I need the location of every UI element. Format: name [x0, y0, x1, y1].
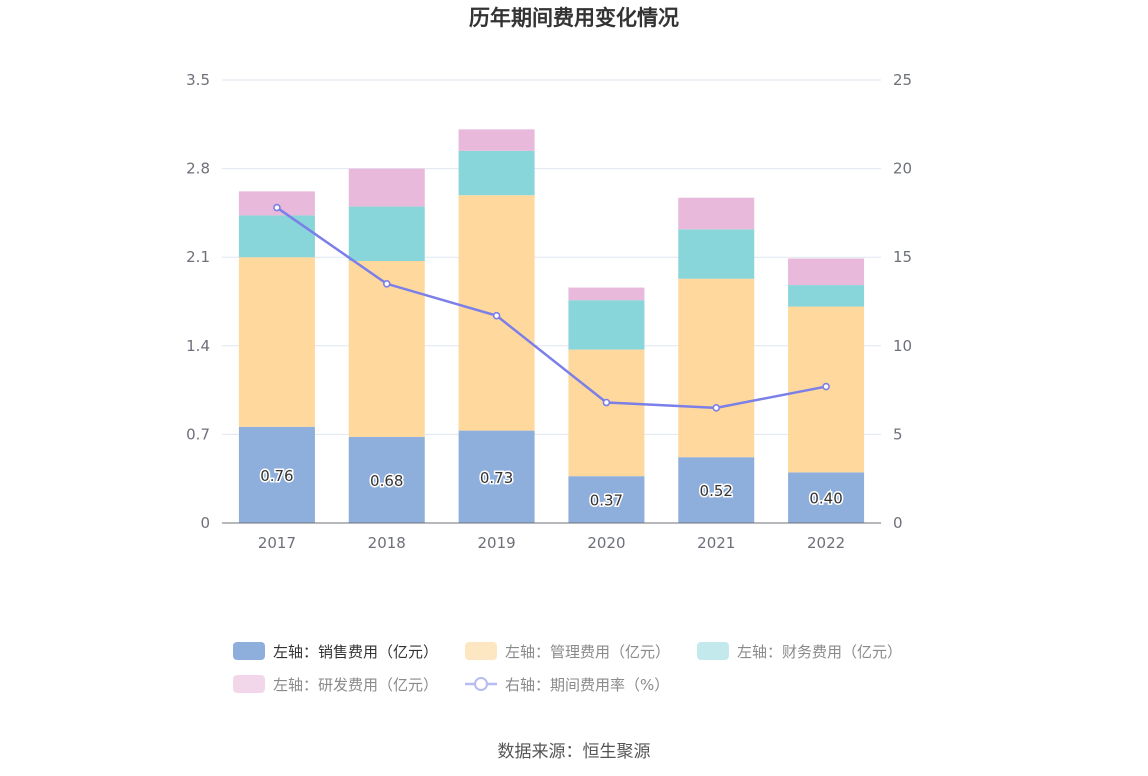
bar-segment: [458, 129, 535, 151]
rate-point: [822, 382, 830, 391]
bar-value-label: 0.76: [260, 467, 293, 485]
y-left-tick-label: 2.1: [186, 248, 210, 266]
bar-segment: [678, 278, 755, 458]
bar-segment: [678, 457, 755, 523]
y-right-tick-label: 20: [893, 160, 912, 178]
bar-segment: [788, 285, 865, 307]
bar-segment: [238, 215, 315, 258]
rate-point: [273, 203, 281, 212]
bar-segment: [568, 476, 645, 523]
bar-value-label: 0.73: [480, 469, 513, 487]
y-right-tick-label: 10: [893, 337, 912, 355]
y-right-tick-label: 5: [893, 425, 903, 443]
y-right-tick-label: 25: [893, 71, 912, 89]
legend-label: 左轴：研发费用（亿元）: [273, 676, 438, 694]
bar-segment: [348, 206, 425, 261]
y-right-tick-label: 0: [893, 514, 903, 532]
bar-value-label: 0.40: [809, 490, 842, 508]
rate-line: [276, 206, 827, 410]
legend-label: 左轴：管理费用（亿元）: [505, 643, 670, 661]
bar-segment: [458, 150, 535, 196]
bar-segment: [348, 436, 425, 523]
x-tick-label: 2020: [587, 534, 625, 552]
x-tick-label: 2021: [697, 534, 735, 552]
rate-point: [492, 311, 501, 320]
rate-line-series: [273, 203, 830, 412]
bar-segment: [678, 197, 755, 230]
rate-point: [712, 404, 721, 412]
y-left-tick-label: 3.5: [186, 71, 210, 89]
bar-value-label: 0.52: [700, 482, 733, 500]
bar-segment: [238, 426, 315, 523]
bar-segment: [568, 300, 645, 350]
legend-swatch: [697, 642, 729, 660]
bar-segment: [568, 287, 645, 301]
x-tick-label: 2017: [258, 534, 296, 552]
bar-segment: [348, 168, 425, 207]
bar-segment: [458, 430, 535, 523]
legend-point-swatch: [474, 677, 488, 691]
y-left-tick-label: 1.4: [186, 337, 210, 355]
y-left-tick-label: 0: [200, 514, 210, 532]
bars: [238, 129, 865, 523]
bar-value-label: 0.68: [370, 472, 403, 490]
legend: 左轴：销售费用（亿元） 左轴：管理费用（亿元） 左轴：财务费用（亿元） 左轴：研发费用…: [233, 642, 902, 694]
bar-segment: [678, 229, 755, 279]
bar-segment: [238, 257, 315, 427]
legend-swatch: [233, 675, 265, 693]
bar-segment: [238, 191, 315, 216]
legend-label: 左轴：财务费用（亿元）: [737, 643, 902, 661]
bar-value-label: 0.37: [590, 492, 623, 510]
y-left-tick-label: 2.8: [186, 160, 210, 178]
y-right-tick-label: 15: [893, 248, 912, 266]
grid-lines: [222, 79, 881, 435]
x-tick-label: 2019: [477, 534, 515, 552]
bar-segment: [788, 258, 865, 286]
source-note: 数据来源：恒生聚源: [498, 742, 651, 762]
axes: 0 0.7 1.4 2.1 2.8 3.5 0 5 10 15 20 25 2017 2018 2019 20…: [186, 71, 912, 552]
bar-segment: [568, 349, 645, 477]
y-left-tick-label: 0.7: [186, 425, 210, 443]
bar-data-labels: 0.76 0.68 0.73 0.37 0.52 0.40: [259, 465, 845, 511]
x-tick-label: 2022: [807, 534, 845, 552]
legend-label: 左轴：销售费用（亿元）: [273, 643, 438, 661]
legend-swatch: [233, 642, 265, 660]
bar-segment: [788, 472, 865, 523]
chart-title: 历年期间费用变化情况: [469, 6, 679, 30]
rate-point: [382, 279, 391, 288]
x-tick-label: 2018: [368, 534, 406, 552]
rate-point: [602, 398, 611, 407]
legend-swatch: [465, 642, 497, 660]
legend-label: 右轴：期间费用率（%）: [505, 676, 669, 694]
